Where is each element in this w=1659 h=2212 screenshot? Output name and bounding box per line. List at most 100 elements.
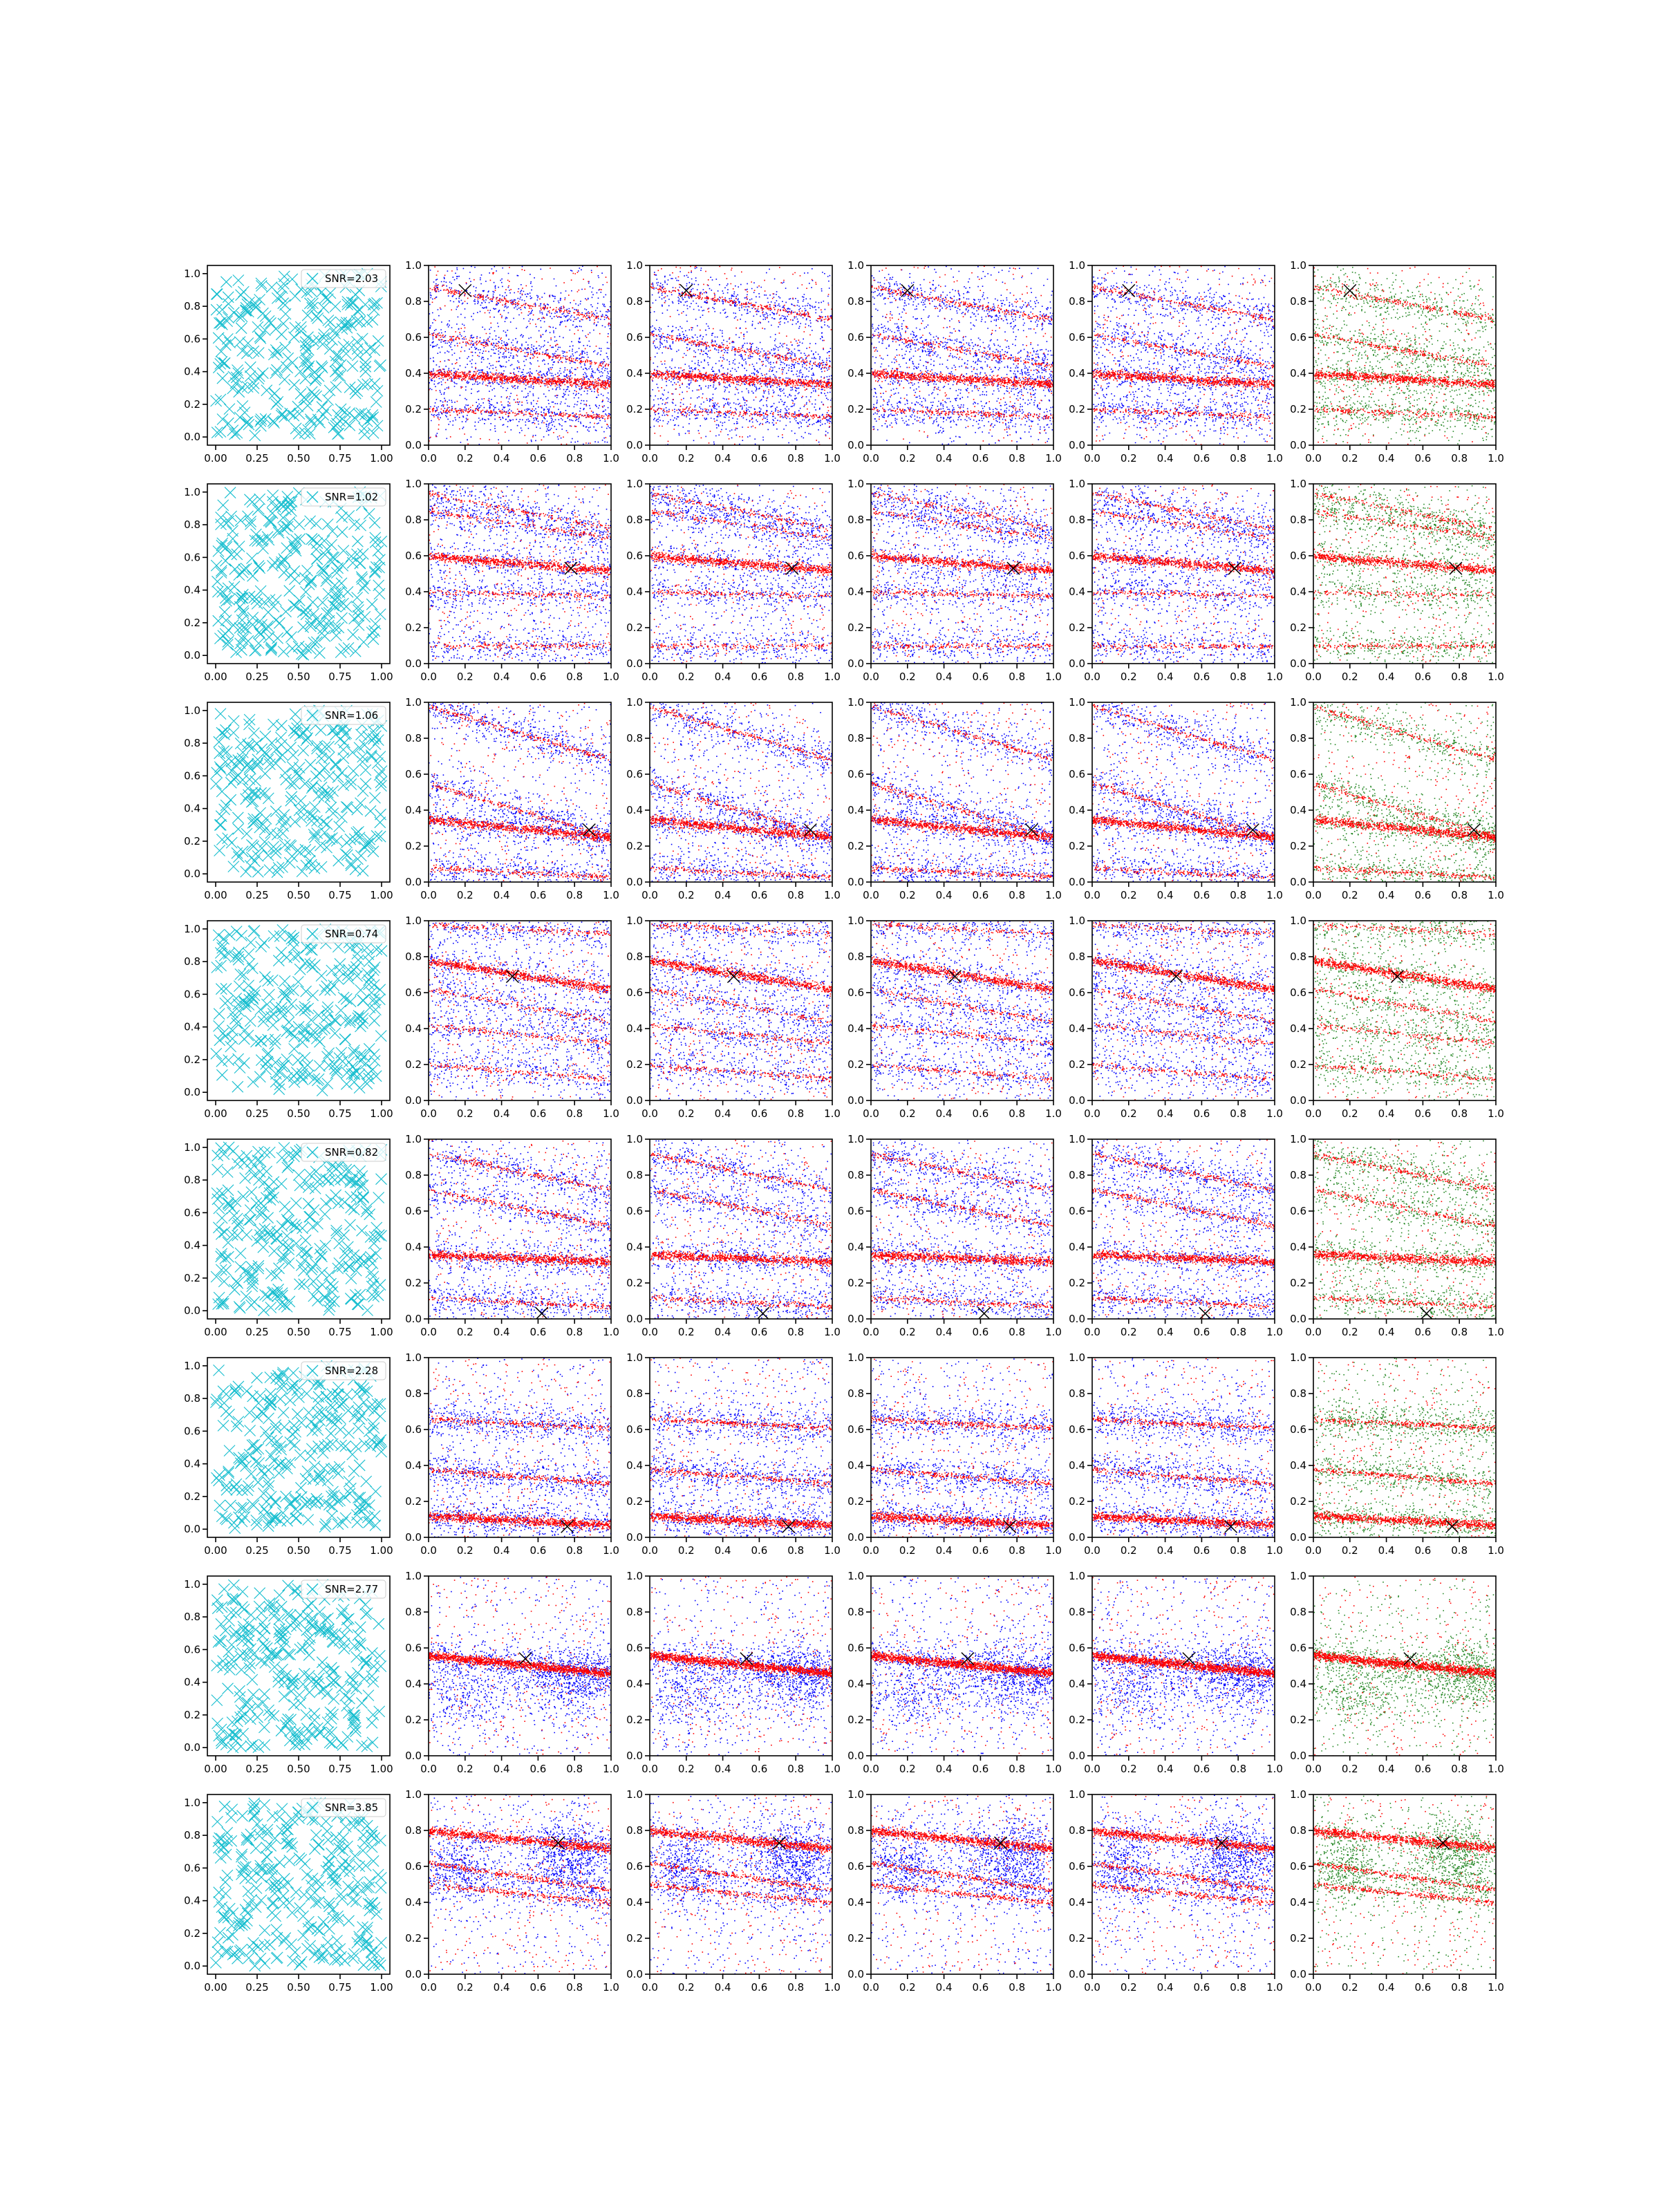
y-tick-label: 0.0 [1290,1968,1306,1980]
plot-area: SNR=2.28 [210,1360,386,1534]
x-tick-label: 1.0 [1045,1107,1062,1120]
red-points [650,1358,833,1538]
x-tick-label: 0.8 [1009,1326,1025,1338]
x-ticks: 0.00 0.25 0.50 0.75 1.00 [204,882,393,901]
panel-r1-c5: 0.0 0.2 0.4 0.6 0.8 1.00.00.20.40.60.81.0 [1069,259,1283,465]
x-tick-label: 0.00 [204,1326,227,1338]
y-tick-label: 0.0 [405,876,422,888]
y-tick-label: 0.0 [184,431,200,443]
y-tick-label: 0.0 [405,1531,422,1544]
panel-r4-c1: SNR=0.740.00 0.25 0.50 0.75 1.000.00.20.40.6… [184,921,393,1120]
x-tick-label: 0.2 [457,1981,474,1994]
x-tick-label: 0.4 [1157,452,1174,465]
x-tick-label: 0.2 [1121,1981,1137,1994]
y-tick-label: 1.0 [626,1133,643,1145]
x-tick-label: 0.0 [1305,1981,1322,1994]
y-ticks: 0.00.20.40.60.81.0 [626,915,650,1107]
x-tick-label: 0.0 [1305,1544,1322,1557]
plot-area [650,485,833,664]
y-ticks: 0.00.20.40.60.81.0 [1290,696,1313,888]
plot-area [1092,1139,1276,1320]
x-tick-label: 1.0 [1045,1981,1062,1994]
y-tick-label: 0.0 [1069,1094,1085,1107]
y-tick-label: 0.6 [405,986,422,999]
y-ticks: 0.00.20.40.60.81.0 [626,696,650,888]
y-tick-label: 0.8 [626,732,643,744]
y-tick-label: 0.6 [405,550,422,562]
x-tick-label: 0.00 [204,671,227,683]
y-tick-label: 1.0 [405,1133,422,1145]
x-tick-label: 1.0 [1266,671,1283,683]
y-tick-label: 0.4 [1290,585,1306,598]
y-tick-label: 0.2 [847,1058,864,1071]
x-tick-label: 0.00 [204,1107,227,1120]
plot-area: SNR=1.06 [210,705,387,878]
blue-points [650,1358,833,1538]
y-tick-label: 1.0 [1290,1351,1306,1364]
x-ticks: 0.0 0.2 0.4 0.6 0.8 1.0 [863,1100,1062,1120]
y-tick-label: 0.4 [847,1678,864,1690]
y-tick-label: 0.8 [184,518,200,531]
y-tick-label: 0.6 [1069,1205,1085,1217]
blue-points [1092,485,1275,664]
y-tick-label: 0.2 [1290,1277,1306,1289]
y-tick-label: 0.8 [405,295,422,308]
panel-r1-c2: 0.0 0.2 0.4 0.6 0.8 1.00.00.20.40.60.81.0 [405,259,619,465]
y-tick-label: 0.8 [1290,950,1306,963]
y-tick-label: 0.6 [184,551,200,563]
y-tick-label: 1.0 [405,1788,422,1801]
y-tick-label: 0.8 [405,1169,422,1181]
y-tick-label: 0.6 [626,1860,643,1873]
y-tick-label: 0.2 [405,403,422,415]
x-tick-label: 1.0 [603,452,619,465]
x-tick-label: 0.25 [245,1326,268,1338]
x-tick-label: 1.0 [1488,1981,1504,1994]
x-tick-label: 0.0 [420,1107,437,1120]
plot-area [1313,1139,1497,1320]
x-tick-label: 1.0 [1488,1107,1504,1120]
plot-area [1092,265,1276,446]
plot-area [429,1577,612,1756]
x-tick-label: 0.0 [863,1107,879,1120]
x-tick-label: 0.2 [457,1326,474,1338]
panel-r2-c5: 0.0 0.2 0.4 0.6 0.8 1.00.00.20.40.60.81.0 [1069,478,1283,683]
x-tick-label: 0.0 [641,1544,658,1557]
y-tick-label: 0.2 [184,835,200,847]
y-tick-label: 0.4 [1069,804,1085,816]
x-tick-label: 0.6 [1193,1981,1210,1994]
x-tick-label: 0.4 [494,671,510,683]
y-ticks: 0.00.20.40.60.81.0 [184,704,207,880]
y-tick-label: 0.6 [1069,331,1085,344]
axes-frame [650,1358,832,1537]
x-tick-label: 1.00 [370,671,393,683]
y-tick-label: 0.6 [1069,550,1085,562]
y-tick-label: 0.4 [1290,1678,1306,1690]
y-tick-label: 1.0 [847,478,864,490]
y-tick-label: 0.6 [405,1642,422,1654]
x-tick-label: 0.0 [420,889,437,901]
red-points [1313,1139,1497,1320]
y-tick-label: 1.0 [847,1351,864,1364]
panel-r6-c2: 0.0 0.2 0.4 0.6 0.8 1.00.00.20.40.60.81.0 [405,1351,619,1557]
panel-r3-c5: 0.0 0.2 0.4 0.6 0.8 1.00.00.20.40.60.81.0 [1069,696,1283,901]
green-points [1313,1577,1497,1757]
y-tick-label: 0.0 [1290,439,1306,451]
x-tick-label: 0.8 [1009,452,1025,465]
y-tick-label: 0.4 [847,367,864,379]
y-tick-label: 0.8 [626,295,643,308]
y-tick-label: 1.0 [405,259,422,272]
axes-frame [650,1794,832,1974]
y-tick-label: 0.2 [184,1272,200,1284]
x-tick-label: 0.75 [328,1107,351,1120]
panel-r4-c6: 0.0 0.2 0.4 0.6 0.8 1.00.00.20.40.60.81.0 [1290,915,1504,1120]
x-tick-label: 0.4 [715,889,731,901]
y-tick-label: 0.2 [405,1277,422,1289]
x-tick-label: 0.2 [457,889,474,901]
x-tick-label: 0.8 [1230,1107,1246,1120]
green-points [1314,1795,1497,1976]
y-tick-label: 0.2 [184,1490,200,1503]
y-tick-label: 0.4 [847,585,864,598]
y-tick-label: 0.8 [847,1824,864,1837]
x-tick-label: 0.2 [1342,452,1358,465]
